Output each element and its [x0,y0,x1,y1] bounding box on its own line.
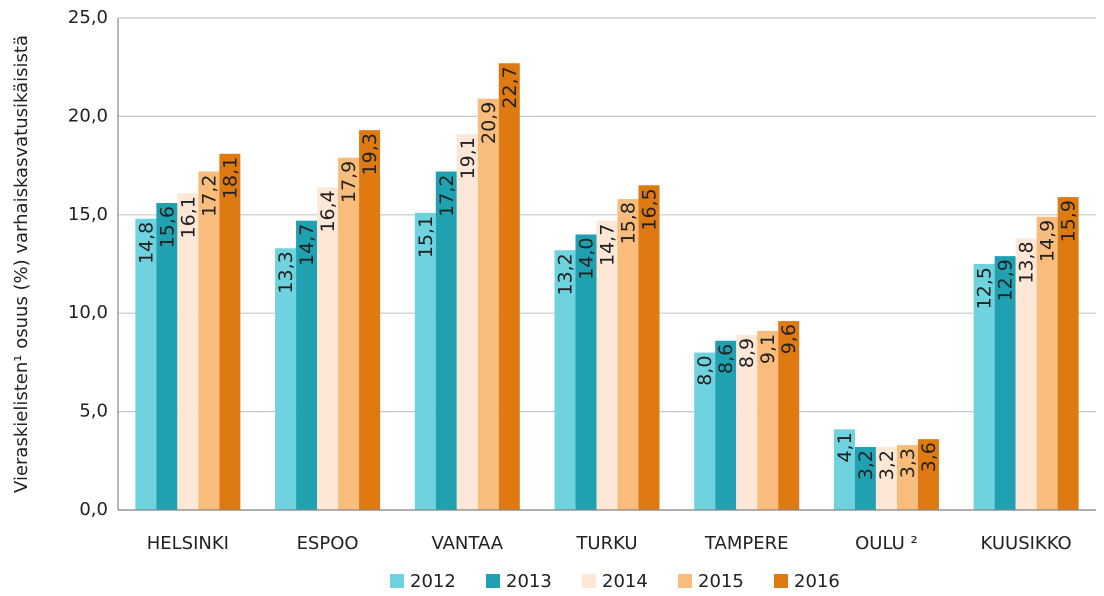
value-label: 15,8 [618,202,640,244]
bar [198,171,220,510]
bar [275,248,297,511]
value-label: 9,6 [778,324,800,354]
bar [1036,216,1058,510]
bar [833,429,855,510]
x-tick-label: KUUSIKKO [981,533,1072,554]
bar [575,234,597,511]
legend-label: 2015 [698,571,744,592]
value-label: 19,3 [359,133,381,175]
value-label: 13,3 [275,251,297,293]
y-tick-label: 25,0 [68,7,108,28]
value-label: 14,0 [576,237,598,279]
bar [477,98,499,511]
bar [498,63,520,510]
bar [757,330,779,510]
bar [435,171,457,510]
x-tick-label: TAMPERE [704,533,789,554]
y-tick-label: 20,0 [68,105,108,126]
value-label: 4,1 [834,432,856,462]
value-label: 22,7 [499,66,521,108]
value-label: 14,9 [1037,220,1059,262]
value-label: 15,9 [1058,200,1080,242]
legend-label: 2014 [602,571,648,592]
value-label: 13,2 [555,253,577,295]
bar [736,334,758,510]
legend-swatch [390,574,404,588]
y-tick-label: 15,0 [68,204,108,225]
bar [994,256,1016,510]
value-label: 15,1 [415,216,437,258]
bar [296,220,318,511]
x-tick-label: TURKU [575,533,637,554]
bar [694,352,716,510]
bar [617,199,639,510]
bar [359,130,381,510]
x-tick-label: OULU ² [855,533,918,554]
x-tick-label: VANTAA [431,533,503,554]
value-label: 20,9 [478,102,500,144]
value-label: 3,2 [876,450,898,480]
bar [1015,238,1037,510]
legend-swatch [678,574,692,588]
value-label: 8,0 [694,356,716,386]
value-label: 13,8 [1016,241,1038,283]
bar [156,202,178,510]
bar [896,445,918,510]
value-label: 16,5 [639,188,661,230]
value-label: 19,1 [457,137,479,179]
value-label: 12,9 [995,259,1017,301]
bar [317,187,339,511]
bar [854,447,876,510]
value-label: 18,1 [219,157,241,199]
legend-label: 2013 [506,571,552,592]
bar [973,264,995,510]
value-label: 3,6 [918,442,940,472]
bar [338,157,360,510]
value-label: 14,7 [597,224,619,266]
legend-label: 2016 [794,571,840,592]
value-label: 14,8 [135,222,157,264]
bar [875,447,897,510]
value-label: 12,5 [974,267,996,309]
y-tick-label: 5,0 [79,401,108,422]
bar [715,340,737,510]
value-label: 8,6 [715,344,737,374]
bar [1057,197,1079,510]
value-label: 17,2 [436,175,458,217]
value-label: 9,1 [757,334,779,364]
y-axis-label: Vieraskielisten¹ osuus (%) varhaiskasvat… [11,35,32,493]
value-label: 8,9 [736,338,758,368]
legend-swatch [774,574,788,588]
bar [414,212,436,510]
value-label: 3,2 [855,450,877,480]
legend-swatch [486,574,500,588]
bar [778,321,800,510]
x-tick-label: HELSINKI [147,533,229,554]
bar [135,218,157,510]
bar [596,220,618,511]
value-label: 16,1 [177,196,199,238]
bar [554,250,576,510]
y-tick-label: 0,0 [79,499,108,520]
value-label: 3,3 [897,448,919,478]
y-tick-label: 10,0 [68,302,108,323]
value-label: 16,4 [317,190,339,232]
bar [219,153,241,511]
legend-label: 2012 [410,571,456,592]
bar [177,193,199,511]
value-label: 17,2 [198,175,220,217]
bar [917,439,939,510]
legend-swatch [582,574,596,588]
x-tick-label: ESPOO [297,533,359,554]
value-label: 17,9 [338,161,360,203]
value-label: 14,7 [296,224,318,266]
bar [638,185,660,510]
value-label: 15,6 [156,206,178,248]
bar [456,134,478,510]
